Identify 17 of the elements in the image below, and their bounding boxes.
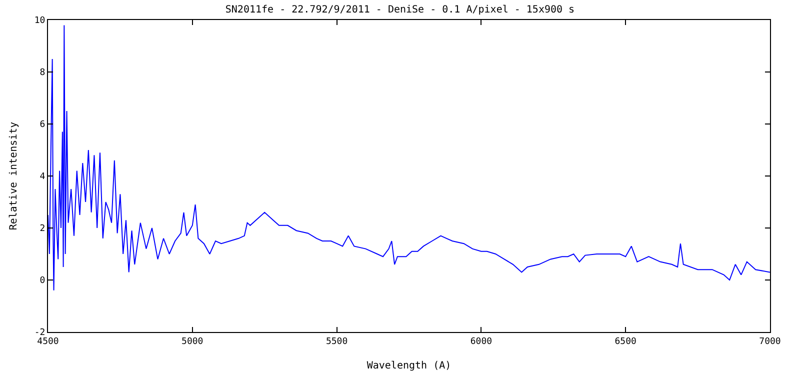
x-tick-label: 6500 <box>614 336 636 347</box>
x-tick-label: 7000 <box>759 336 781 347</box>
line-series <box>48 24 770 291</box>
y-tick-label: 6 <box>40 120 46 130</box>
x-tick-label: 6000 <box>470 336 492 347</box>
x-tick-label: 4500 <box>37 336 59 347</box>
y-tick-label: 0 <box>40 276 46 286</box>
x-axis-title: Wavelength (A) <box>366 360 452 372</box>
y-axis-title: Relative intensity <box>8 122 20 230</box>
y-tick-label: -2 <box>34 328 46 338</box>
x-tick-label: 5500 <box>326 336 348 347</box>
y-tick-label: 2 <box>40 224 46 234</box>
y-tick-label: 4 <box>40 172 46 182</box>
y-tick-label: 10 <box>34 16 46 26</box>
x-tick-label: 5000 <box>182 336 204 347</box>
y-tick-label: 8 <box>40 68 46 78</box>
chart-title: SN2011fe - 22.792/9/2011 - DeniSe - 0.1 A/pixel - 15x900 s <box>225 4 575 16</box>
